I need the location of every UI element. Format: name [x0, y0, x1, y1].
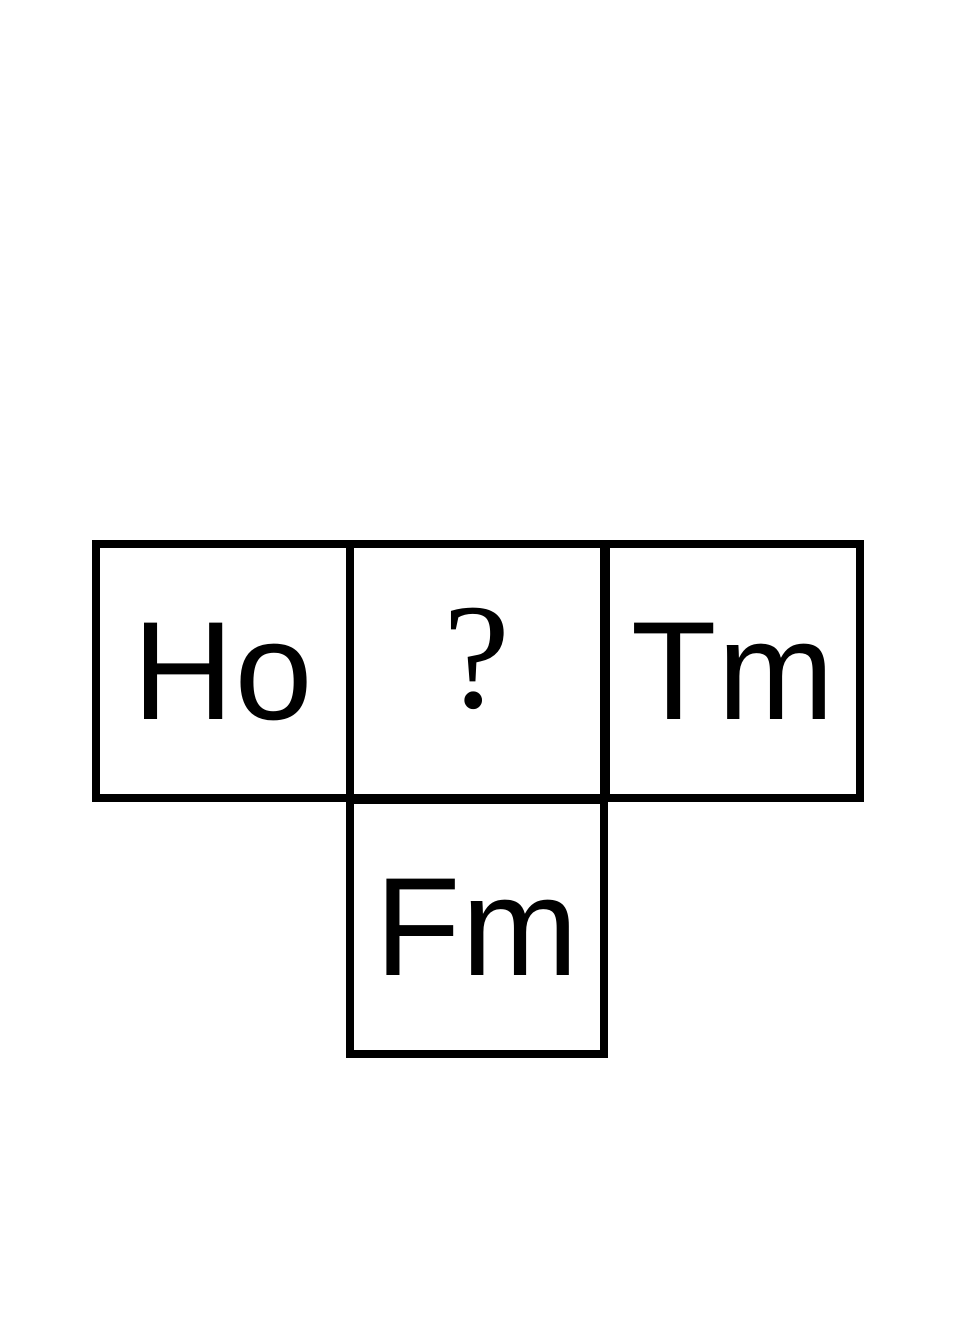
cell-label-right: Tm	[630, 592, 836, 749]
cell-label-left: Ho	[132, 592, 314, 749]
grid-cell-right: Tm	[602, 540, 864, 802]
cell-label-bottom: Fm	[374, 848, 580, 1005]
cell-label-unknown: ?	[443, 574, 511, 740]
grid-cell-left: Ho	[92, 540, 354, 802]
grid-cell-center: ?	[346, 540, 608, 802]
grid-cell-bottom: Fm	[346, 796, 608, 1058]
